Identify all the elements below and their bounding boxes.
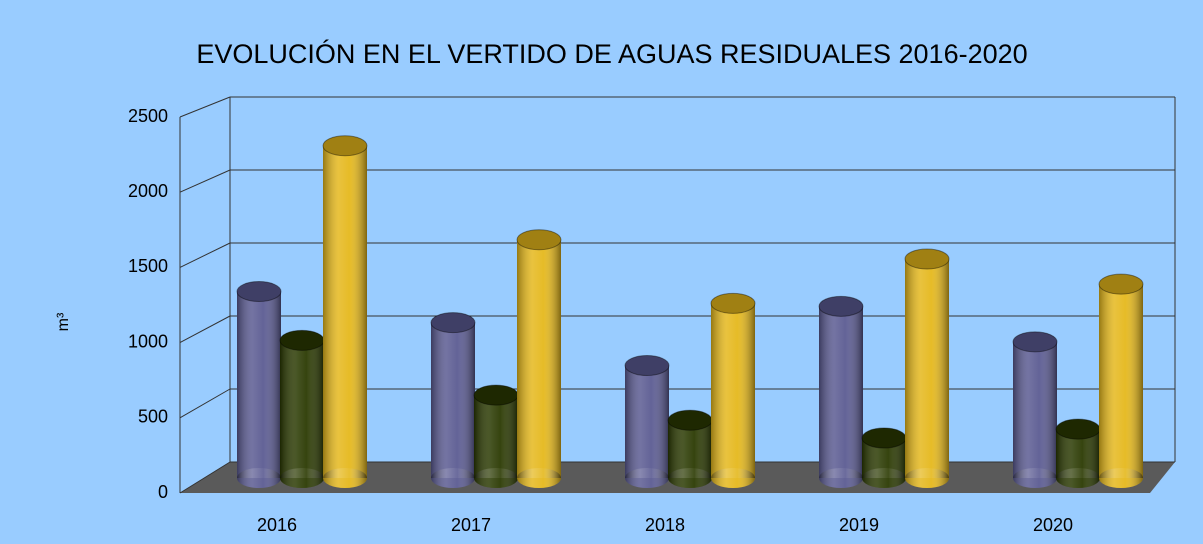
y-tick-label: 2500 xyxy=(128,106,168,126)
bar-top xyxy=(322,135,368,157)
bars xyxy=(236,135,1144,488)
bar-top-shade xyxy=(431,312,475,333)
x-tick-label: 2020 xyxy=(1033,515,1073,535)
bar-top-shade xyxy=(905,248,949,269)
bar-top-shade xyxy=(474,385,518,406)
bar xyxy=(236,281,282,488)
bar-top xyxy=(1012,331,1058,353)
bar xyxy=(322,135,368,488)
bar-shade xyxy=(711,303,755,478)
bar-top xyxy=(1098,273,1144,295)
bar-shade xyxy=(1099,284,1143,478)
grid-line xyxy=(179,315,1175,344)
grid-line-side xyxy=(179,315,231,344)
bar-shade xyxy=(431,322,475,478)
x-tick-label: 2018 xyxy=(645,515,685,535)
bar-top-shade xyxy=(1099,274,1143,295)
grid-line-side xyxy=(179,169,231,193)
bar-shade xyxy=(280,340,324,478)
bar-top xyxy=(236,281,282,303)
y-tick-label: 1000 xyxy=(128,331,168,351)
bar-top-shade xyxy=(668,410,712,431)
bar-shade xyxy=(474,395,518,478)
bar xyxy=(904,248,950,488)
y-axis-label: m³ xyxy=(55,312,72,331)
bar-top xyxy=(710,292,756,314)
bar-top-shade xyxy=(1013,331,1057,352)
bar-top xyxy=(430,312,476,334)
bar-top xyxy=(904,248,950,270)
bar xyxy=(710,292,756,488)
bar-top xyxy=(818,295,864,317)
bar xyxy=(861,427,907,488)
bar xyxy=(624,355,670,488)
y-tick-label: 2000 xyxy=(128,181,168,201)
bar-top-shade xyxy=(819,296,863,317)
bar-shade xyxy=(323,145,367,479)
bar-shade xyxy=(1013,341,1057,478)
bar-top-shade xyxy=(862,428,906,449)
bar-shade xyxy=(517,239,561,478)
x-tick-label: 2016 xyxy=(257,515,297,535)
grid-line-side xyxy=(179,242,231,268)
grid-line-side xyxy=(179,461,231,494)
bar-top-shade xyxy=(237,281,281,302)
grid-line-side xyxy=(179,96,231,118)
bar xyxy=(430,312,476,488)
bar xyxy=(279,329,325,488)
bar-top-shade xyxy=(517,229,561,250)
bar xyxy=(473,384,519,488)
grid-line xyxy=(179,96,1175,118)
grid-line xyxy=(179,242,1175,268)
bar-top xyxy=(624,355,670,377)
bar xyxy=(667,409,713,488)
bar-top-shade xyxy=(625,355,669,376)
bar-shade xyxy=(819,306,863,478)
grid-line xyxy=(179,169,1175,193)
y-tick-label: 1500 xyxy=(128,256,168,276)
y-tick-label: 0 xyxy=(158,482,168,502)
chart-title: EVOLUCIÓN EN EL VERTIDO DE AGUAS RESIDUA… xyxy=(196,38,1027,69)
y-tick-label: 500 xyxy=(138,407,168,427)
x-tick-label: 2017 xyxy=(451,515,491,535)
bar xyxy=(516,229,562,488)
bar xyxy=(1098,273,1144,488)
bar-top-shade xyxy=(323,135,367,156)
bar-shade xyxy=(237,291,281,478)
bar-top-shade xyxy=(1056,419,1100,440)
bar-top xyxy=(516,229,562,251)
bar-top-shade xyxy=(711,293,755,314)
bar xyxy=(1055,418,1101,488)
bar-top-shade xyxy=(280,330,324,351)
bar xyxy=(818,295,864,488)
bar-shade xyxy=(905,258,949,478)
x-tick-label: 2019 xyxy=(839,515,879,535)
bar-shade xyxy=(625,365,669,478)
bar xyxy=(1012,331,1058,488)
grid-line-side xyxy=(179,388,231,419)
